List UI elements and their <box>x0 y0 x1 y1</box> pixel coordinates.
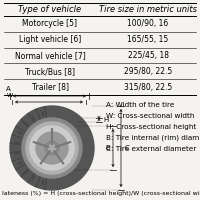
Ellipse shape <box>26 122 78 174</box>
Text: 315/80, 22.5: 315/80, 22.5 <box>124 83 172 92</box>
Text: Normal vehicle [7]: Normal vehicle [7] <box>15 51 85 60</box>
Text: lateness (%) = H (cross-sectional height)/W (cross-sectional width) ×: lateness (%) = H (cross-sectional height… <box>2 191 200 196</box>
Text: Tire size in metric units: Tire size in metric units <box>99 5 197 14</box>
Ellipse shape <box>30 126 74 170</box>
Text: C: C <box>125 145 130 151</box>
Text: A: A <box>6 86 10 92</box>
Ellipse shape <box>10 106 94 190</box>
Text: A: Width of the tire: A: Width of the tire <box>106 102 174 108</box>
Text: 225/45, 18: 225/45, 18 <box>128 51 168 60</box>
Text: W: Cross-sectional width: W: Cross-sectional width <box>106 113 194 119</box>
Text: C: Tire external diameter: C: Tire external diameter <box>106 146 196 152</box>
Text: H: Cross-sectional height: H: Cross-sectional height <box>106 124 196 130</box>
Text: Trailer [8]: Trailer [8] <box>32 83 68 92</box>
Text: 100/90, 16: 100/90, 16 <box>127 19 169 28</box>
Text: W: W <box>7 93 13 98</box>
Text: B: B <box>106 145 110 151</box>
Text: Type of vehicle: Type of vehicle <box>18 5 82 14</box>
Text: H: H <box>103 117 108 123</box>
Text: Light vehicle [6]: Light vehicle [6] <box>19 35 81 44</box>
Ellipse shape <box>36 132 68 164</box>
Ellipse shape <box>48 144 56 152</box>
Ellipse shape <box>22 118 82 178</box>
Text: Truck/Bus [8]: Truck/Bus [8] <box>25 67 75 76</box>
Text: 165/55, 15: 165/55, 15 <box>127 35 169 44</box>
Text: 295/80, 22.5: 295/80, 22.5 <box>124 67 172 76</box>
Text: B: Tire internal (rim) diam.: B: Tire internal (rim) diam. <box>106 135 200 141</box>
Text: Motorcycle [5]: Motorcycle [5] <box>22 19 78 28</box>
Ellipse shape <box>45 141 59 155</box>
